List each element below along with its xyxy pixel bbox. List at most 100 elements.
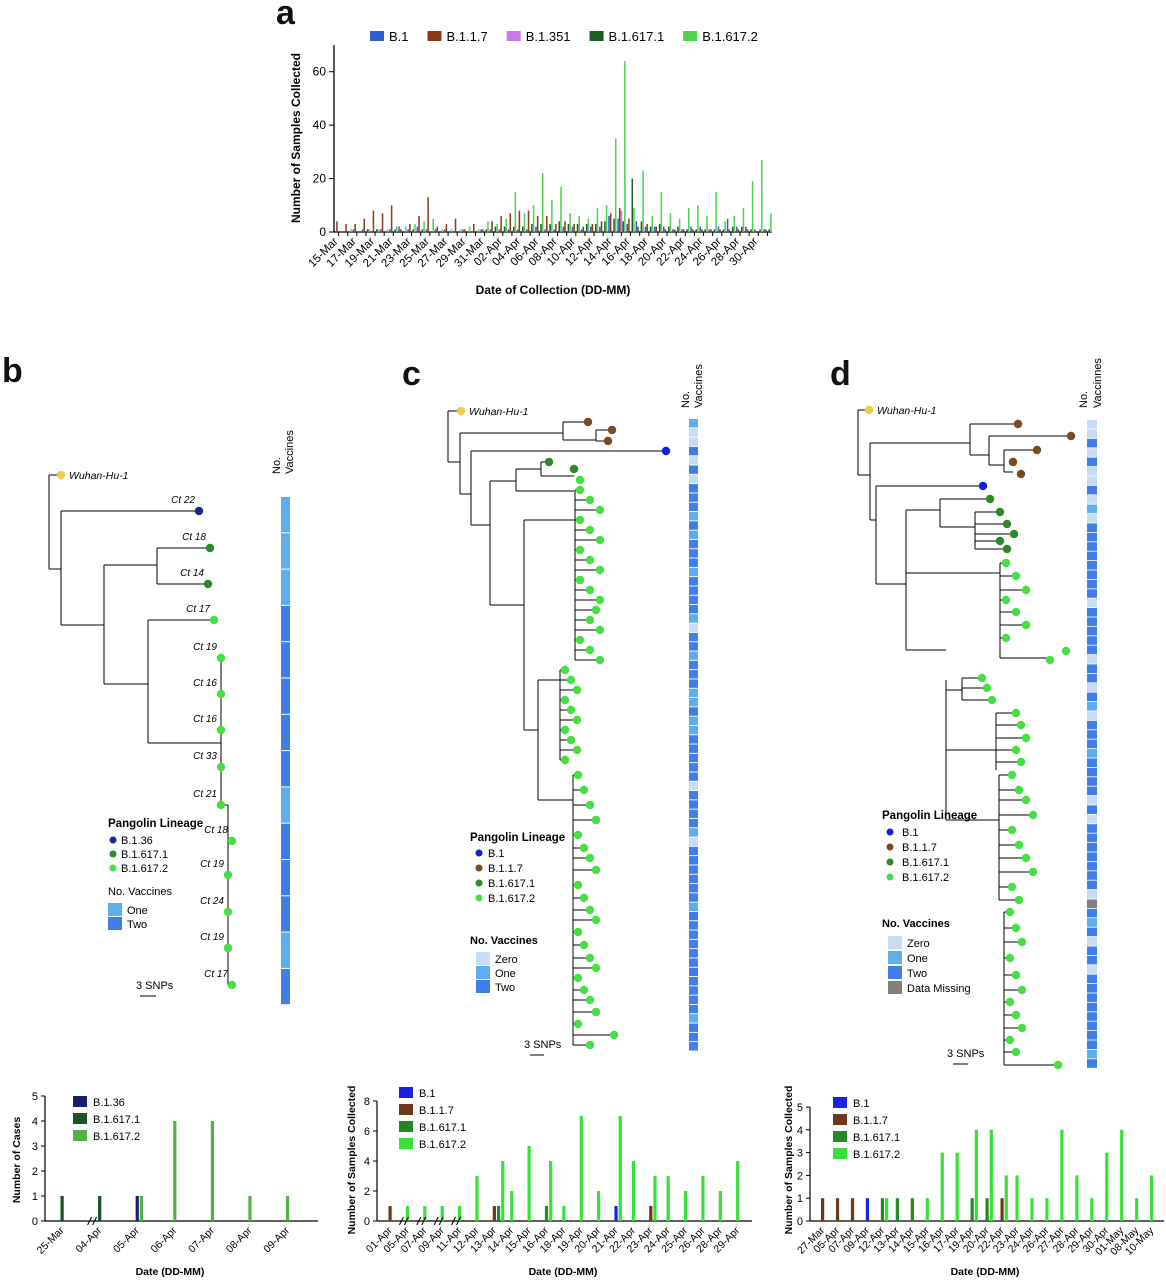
tree-tip (216, 725, 226, 735)
vaccine-cell-c (689, 474, 698, 484)
y-tick-label: 4 (364, 1156, 370, 1168)
bar-B.1-12-Apr (589, 226, 592, 232)
legend-label-d: B.1.1.7 (902, 842, 937, 854)
tree-tip (1011, 745, 1021, 755)
tree-tip (995, 507, 1005, 517)
bar-B.1.617.2-19-Apr (579, 1116, 583, 1221)
legend-label-B.1: B.1 (419, 1088, 436, 1100)
tree-tip (985, 494, 995, 504)
bar-B.1.617.2-30-Apr (760, 159, 763, 232)
bar-B.1.617.2-19-Mar (377, 229, 380, 232)
bar-B.1.617.1-21-Apr (677, 226, 679, 232)
vaccine-cell-c (689, 716, 698, 725)
vaccine-cell-c (689, 419, 698, 428)
bar-B.1-26-Apr (717, 226, 720, 232)
vaccine-cell-d (1087, 852, 1097, 861)
tree-tip (575, 545, 585, 555)
vaccine-cell-d (1087, 598, 1097, 608)
tree-tip (1011, 571, 1021, 581)
bar-B.1.36-05-Apr (135, 1196, 139, 1221)
bar-B.1-10-Apr (571, 226, 574, 232)
bar-B.1-16-Apr (626, 223, 628, 232)
bar-B.1.1.7-25-Mar (427, 197, 429, 232)
wuhan-label-b: Wuhan-Hu-1 (69, 470, 129, 482)
vaccine-cell-d (1087, 918, 1097, 927)
vaccine-cell-c (689, 512, 698, 521)
bar-B.1.617.2-06-Apr (173, 1121, 177, 1221)
y-tick-label: 0 (797, 1216, 803, 1228)
bar-B.1.617.2-28-Mar (459, 229, 462, 232)
legend-label-b: B.1.617.1 (121, 849, 168, 861)
tree-tip (585, 495, 595, 505)
bar-B.1-13-Apr (599, 226, 601, 232)
ct-label: Ct 18 (182, 532, 206, 543)
bar-B.1.617.2-09-Apr (440, 1206, 444, 1221)
legend-swatch-B.1.1.7 (833, 1114, 847, 1125)
bar-B.1.617.1-19-Apr (970, 1198, 974, 1221)
vaccine-cell-d (1087, 476, 1097, 485)
vaccine-cell-d (1087, 655, 1097, 664)
bar-B.1-26-Mar (434, 229, 437, 232)
legend-label-B.1.1.7: B.1.1.7 (419, 1105, 454, 1117)
vaccine-cell-c (689, 781, 698, 791)
legend-label-d: B.1.617.2 (902, 872, 949, 884)
vaccine-cell-d (1087, 626, 1097, 636)
y-tick-label: 8 (364, 1096, 370, 1108)
legend-label-B.1: B.1 (853, 1098, 870, 1110)
bar-B.1-24-Apr (699, 226, 701, 232)
bar-B.1.617.1-25-Apr (713, 229, 716, 232)
vaccine-cell-d (1087, 467, 1097, 476)
ct-label: Ct 33 (193, 751, 217, 762)
bar-B.1.617.2-01-May (770, 213, 772, 232)
bar-B.1.617.1-20-Apr (668, 226, 670, 232)
legend-swatch-B.1.1.7 (399, 1104, 413, 1115)
vaccine-cell-c (689, 763, 698, 772)
legend-swatch-B.1 (370, 31, 384, 41)
bar-B.1.617.2-08-Apr (248, 1196, 252, 1221)
panel-label-a: a (276, 0, 295, 32)
bar-B.1.617.2-20-Apr (669, 213, 672, 232)
legend-dot-b (109, 864, 117, 872)
bar-B.1-06-Apr (535, 226, 537, 232)
vaccine-cell-d (1087, 777, 1097, 786)
tree-tip (1005, 997, 1015, 1007)
vaccine-cell-d (1087, 579, 1097, 589)
bar-B.1.617.1-01-May (768, 229, 770, 232)
tree-tip (223, 870, 233, 880)
tree-tip (1016, 720, 1026, 730)
bar-B.1.617.2-22-Apr (631, 1161, 636, 1221)
tree-tip (1011, 970, 1021, 980)
bar-B.1.617.1-14-Apr (910, 1198, 914, 1221)
vaccine-cell-d (1087, 683, 1097, 692)
tree-tip (569, 464, 579, 474)
legend-dot-c (475, 894, 483, 902)
vaccine-cell-d (1087, 1002, 1097, 1012)
bar-B.1-17-Mar (352, 229, 355, 232)
tree-tip (1053, 1060, 1063, 1070)
tree-tip (1007, 882, 1017, 892)
bar-B.1.617.1-19-Apr (658, 223, 661, 232)
bar-B.1.1.7-28-Mar (454, 218, 457, 232)
bar-B.1.617.2-16-Apr (549, 1161, 553, 1221)
bottom-bar-charts: 0 1 2 3 4 5 25-Mar 04-Apr 05-Apr 06-Apr 07-Apr 08-A… (11, 1086, 1164, 1278)
bar-B.1.617.2-30-Mar (478, 229, 480, 232)
tree-tip (573, 770, 583, 780)
vaccine-cell-b (281, 751, 290, 787)
legend-vac-title-c: No. Vaccines (470, 935, 538, 947)
vaccine-cell-b (281, 823, 290, 859)
bar-B.1.617.2-24-Apr (706, 215, 708, 232)
bar-B.1-25-Mar (425, 229, 428, 232)
vaccine-cell-c (689, 995, 698, 1004)
vaccine-cell-c (689, 809, 698, 818)
bar-B.1.617.1-14-Apr (613, 218, 615, 232)
bar-B.1.617.2-24-Mar (423, 221, 425, 232)
y-tick-label: 0 (319, 225, 326, 239)
vaccine-cell-d (1087, 448, 1097, 457)
legend-swatch-B.1.36 (73, 1096, 87, 1107)
vaccine-cell-c (689, 967, 698, 977)
tree-tip (1002, 519, 1012, 529)
tree-tip (585, 800, 595, 810)
bar-B.1-25-Apr (708, 229, 711, 232)
vaccine-cell-c (689, 911, 698, 921)
bar-B.1.617.2-09-Apr (285, 1196, 290, 1221)
